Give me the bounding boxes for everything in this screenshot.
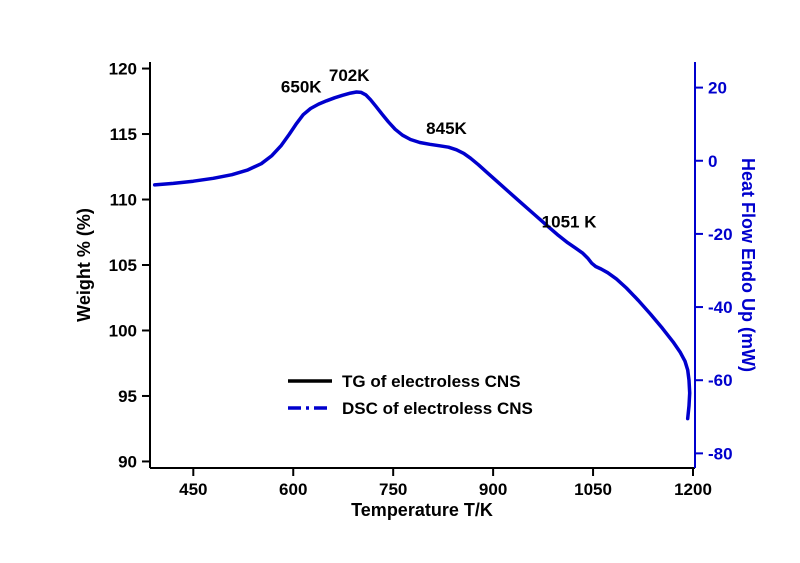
x-axis-tick-label: 600 xyxy=(279,480,307,499)
left-axis-tick-label: 105 xyxy=(109,256,137,275)
right-axis-title: Heat Flow Endo Up (mW) xyxy=(738,158,758,372)
left-axis-tick-label: 110 xyxy=(110,191,137,210)
right-axis-tick-label: 0 xyxy=(708,152,717,171)
left-axis-tick-label: 115 xyxy=(110,125,137,144)
left-axis-tick-label: 100 xyxy=(109,321,137,340)
x-axis-tick-label: 1200 xyxy=(674,480,712,499)
annotation-label: 650K xyxy=(281,78,322,97)
annotation-label: 702K xyxy=(329,66,370,85)
legend-item-label-0: TG of electroless CNS xyxy=(342,372,521,391)
left-axis-tick-label: 120 xyxy=(109,60,137,79)
right-axis-tick-label: 20 xyxy=(708,79,727,98)
right-axis-tick-label: -40 xyxy=(708,298,733,317)
x-axis-tick-label: 900 xyxy=(479,480,507,499)
plot-area: 90 95 100 105 110 115 120 450 600 750 900 1050 1200 2… xyxy=(109,60,733,499)
x-axis-tick-label: 1050 xyxy=(574,480,612,499)
left-axis-title: Weight % (%) xyxy=(74,208,94,322)
x-axis-title: Temperature T/K xyxy=(351,500,493,520)
left-axis-tick-label: 95 xyxy=(118,387,137,406)
right-axis-tick-label: -60 xyxy=(708,371,733,390)
annotation-label: 845K xyxy=(426,119,467,138)
series-curve-1 xyxy=(152,90,692,421)
legend-item-label-1: DSC of electroless CNS xyxy=(342,399,533,418)
right-axis-tick-label: -20 xyxy=(708,225,733,244)
right-axis-tick-label: -80 xyxy=(708,444,733,463)
annotation-label: 1051 K xyxy=(542,213,598,232)
x-axis-tick-label: 450 xyxy=(179,480,207,499)
left-axis-tick-label: 90 xyxy=(118,452,137,471)
x-axis-tick-label: 750 xyxy=(379,480,407,499)
